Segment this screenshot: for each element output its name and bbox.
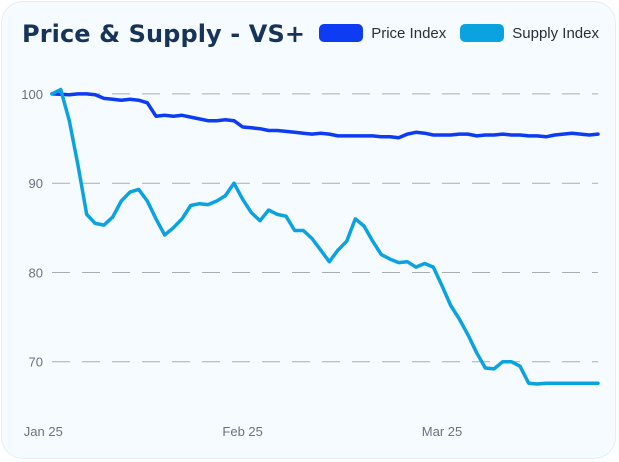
legend-item-supply[interactable]: Supply Index [460, 24, 599, 42]
y-tick-label: 70 [29, 355, 43, 370]
legend-label-supply: Supply Index [512, 24, 599, 42]
legend-label-price: Price Index [371, 24, 447, 42]
x-tick-label: Jan 25 [24, 424, 63, 439]
legend-swatch-price [319, 24, 364, 42]
chart-title: Price & Supply - VS+ [22, 20, 306, 48]
legend: Price Index Supply Index [319, 24, 599, 42]
legend-item-price[interactable]: Price Index [319, 24, 446, 42]
y-tick-label: 100 [21, 87, 43, 102]
series-line-price-index[interactable] [50, 92, 600, 140]
x-tick-label: Feb 25 [222, 424, 262, 439]
legend-swatch-supply [460, 24, 505, 42]
x-tick-label: Mar 25 [422, 424, 462, 439]
series-line-supply-index[interactable] [50, 87, 600, 386]
y-tick-label: 80 [29, 265, 43, 280]
y-tick-label: 90 [29, 176, 43, 191]
